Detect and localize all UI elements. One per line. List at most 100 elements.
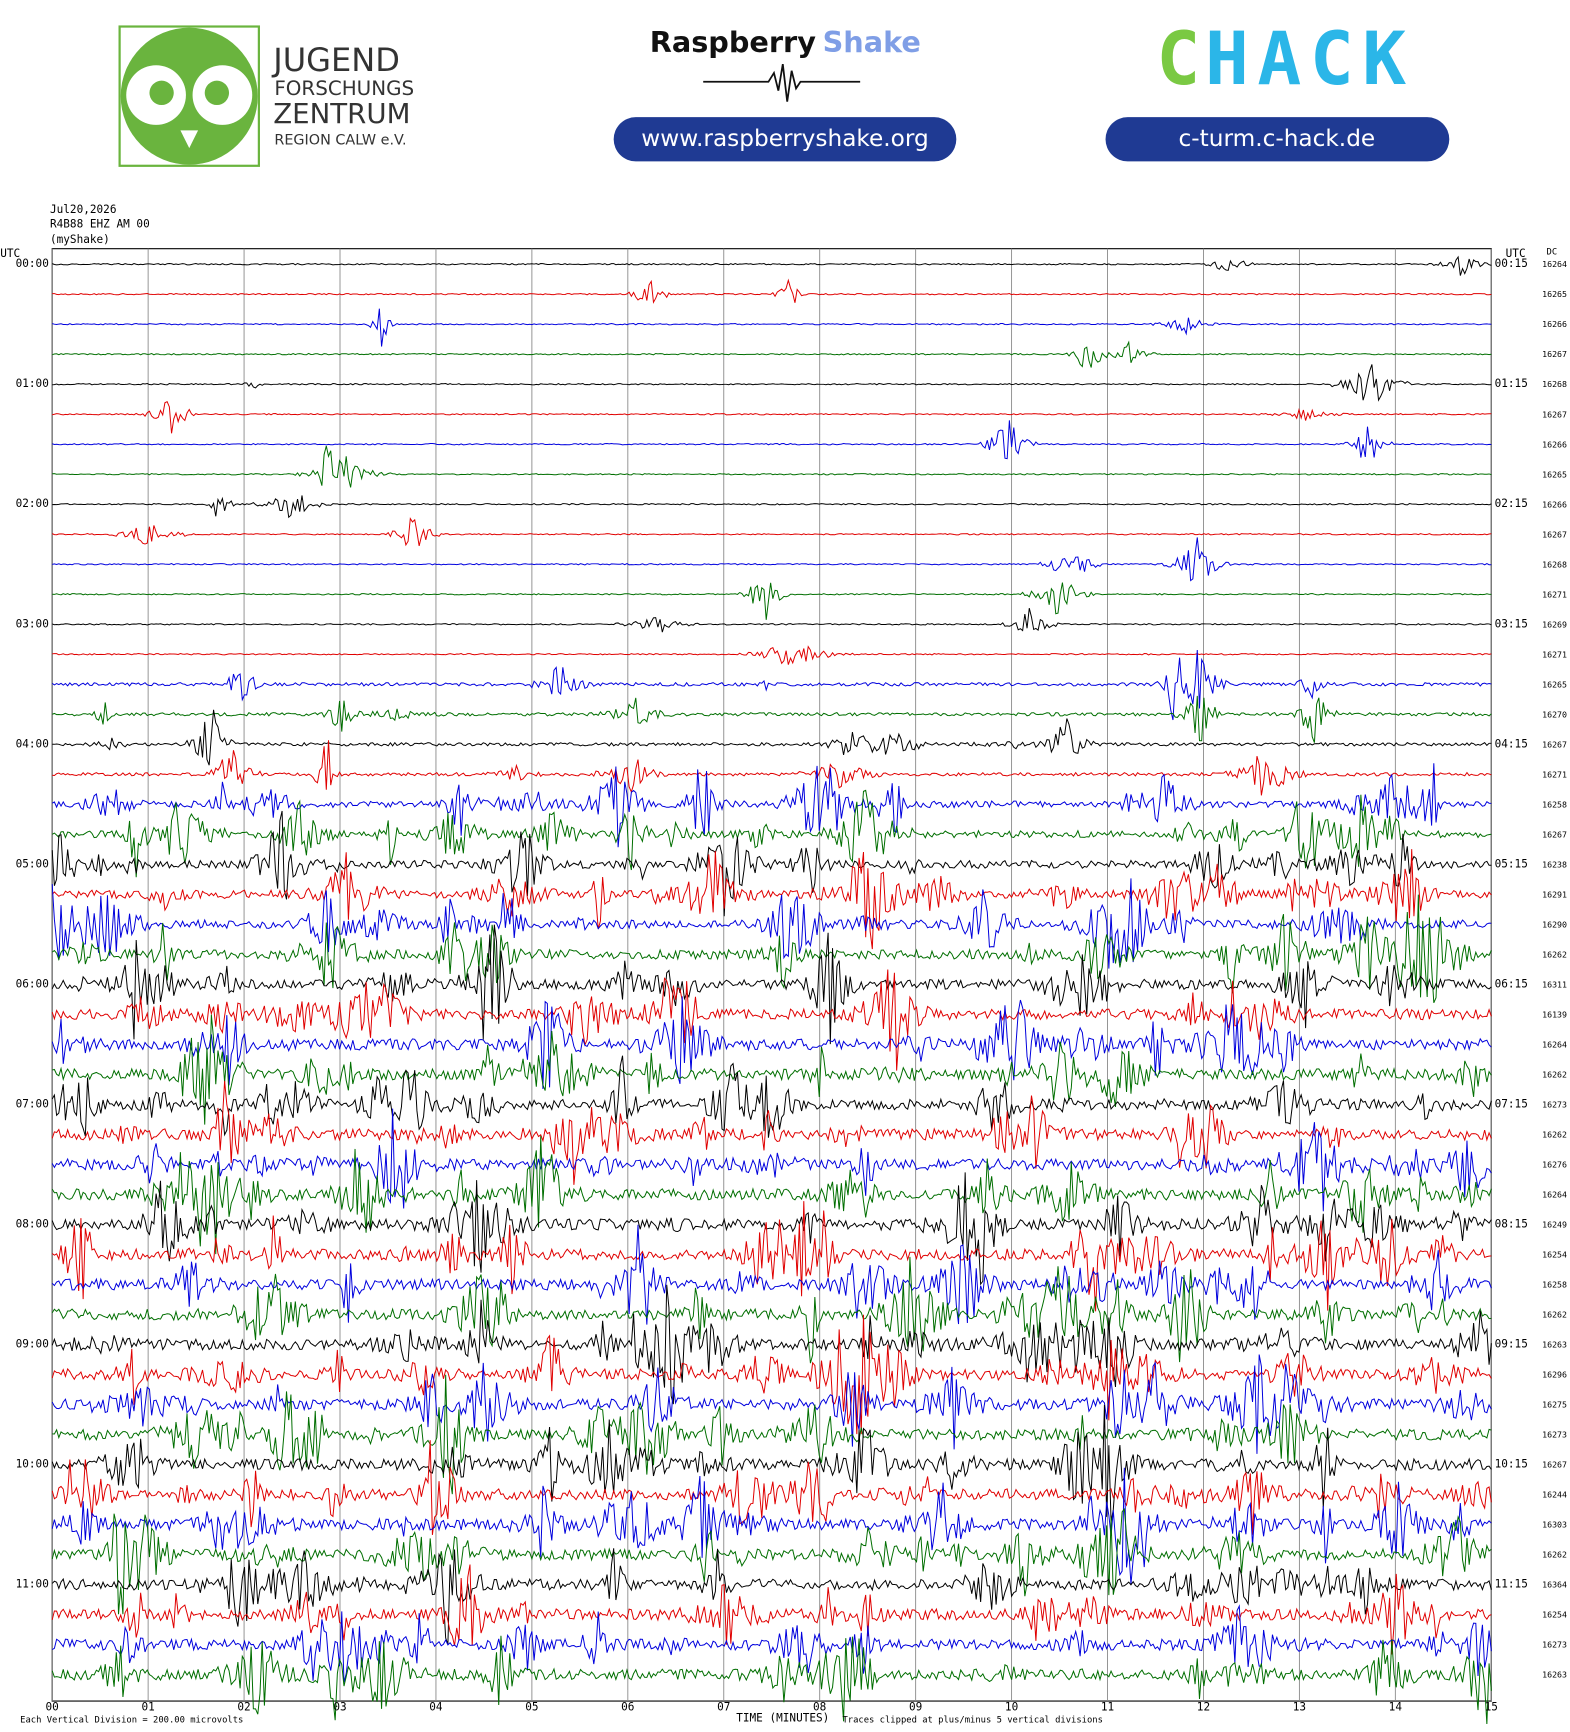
logo-text: HACK — [1205, 17, 1406, 102]
hour-label: 10:00 — [16, 1457, 49, 1470]
dc-value: 16258 — [1542, 799, 1567, 809]
dc-value: 16249 — [1542, 1219, 1567, 1229]
dc-value: 16139 — [1542, 1009, 1567, 1019]
hour-label: 07:15 — [1495, 1097, 1528, 1110]
hour-label: 04:00 — [16, 737, 49, 750]
dc-value: 16275 — [1542, 1400, 1567, 1410]
dc-value: 16271 — [1542, 589, 1567, 599]
x-tick-label: 03 — [333, 1701, 346, 1714]
trace — [51, 1314, 1492, 1435]
dc-value: 16273 — [1542, 1430, 1567, 1440]
hour-label: 00:00 — [16, 257, 49, 270]
logo-text: FORSCHUNGS — [274, 77, 414, 100]
dc-value: 16254 — [1542, 1249, 1567, 1259]
logo-squiggle — [703, 63, 861, 102]
dc-value: 16262 — [1542, 1550, 1567, 1560]
x-tick-label: 14 — [1389, 1701, 1403, 1714]
trace — [51, 1440, 1492, 1535]
dc-value: 16266 — [1542, 319, 1567, 329]
trace — [51, 649, 1492, 721]
trace — [52, 537, 1492, 582]
x-tick-label: 04 — [429, 1701, 443, 1714]
logo-frame — [118, 25, 260, 167]
trace — [52, 364, 1492, 402]
trace — [51, 894, 1492, 1004]
dc-value: 16262 — [1542, 949, 1567, 959]
owl-body — [120, 27, 258, 165]
trace — [52, 495, 1492, 519]
dc-value: 16262 — [1542, 1129, 1567, 1139]
hour-label: 07:00 — [16, 1097, 49, 1110]
jfz-logo: JUGEND FORSCHUNGS ZENTRUM REGION CALW e.… — [118, 25, 414, 167]
trace — [51, 1467, 1492, 1585]
x-axis-title: TIME (MINUTES) — [736, 1712, 829, 1725]
plot-source: (myShake) — [50, 233, 110, 246]
utc-label: UTC — [1506, 247, 1526, 260]
x-tick-label: 15 — [1485, 1701, 1498, 1714]
url-pill — [1105, 117, 1450, 162]
hour-label: 01:00 — [16, 377, 49, 390]
trace — [51, 996, 1492, 1089]
x-tick-label: 05 — [525, 1701, 538, 1714]
hour-label: 08:15 — [1495, 1217, 1528, 1230]
grid — [51, 248, 1492, 1702]
trace — [52, 645, 1492, 665]
dc-value: 16262 — [1542, 1069, 1567, 1079]
dc-value: 16262 — [1542, 1309, 1567, 1319]
x-tick-label: 00 — [46, 1701, 59, 1714]
hour-label: 00:15 — [1495, 257, 1528, 270]
dc-value: 16267 — [1542, 349, 1567, 359]
trace — [51, 1354, 1492, 1454]
hour-label: 03:00 — [16, 617, 49, 630]
plot-date: Jul20,2026 — [50, 203, 117, 216]
hour-label: 02:15 — [1495, 497, 1528, 510]
plot-station: R4B88 EHZ AM 00 — [50, 217, 150, 230]
trace — [51, 1080, 1492, 1185]
dc-value: 16268 — [1542, 559, 1567, 569]
dc-header: DC — [1547, 248, 1558, 258]
url-pill — [613, 117, 957, 162]
logo-text: Raspberry — [650, 25, 817, 59]
trace — [52, 695, 1492, 743]
trace — [51, 1201, 1492, 1312]
trace — [51, 1564, 1492, 1655]
trace — [51, 1507, 1492, 1615]
dc-value: 16267 — [1542, 529, 1567, 539]
hour-label: 11:00 — [16, 1578, 49, 1591]
trace — [52, 709, 1492, 766]
owl-beak — [180, 130, 199, 149]
trace — [51, 1404, 1492, 1522]
dc-value: 16296 — [1542, 1370, 1567, 1380]
utc-label: UTC — [0, 247, 20, 260]
dc-value: 16267 — [1542, 409, 1567, 419]
owl-pupil — [149, 80, 174, 106]
hour-label: 04:15 — [1495, 737, 1528, 750]
trace — [51, 878, 1492, 969]
trace — [52, 582, 1492, 620]
url-text: c-turm.c-hack.de — [1179, 125, 1376, 152]
trace — [51, 763, 1492, 848]
trace — [52, 740, 1492, 796]
trace — [52, 1374, 1492, 1495]
dc-value: 16303 — [1542, 1520, 1567, 1530]
x-tick-label: 09 — [909, 1701, 922, 1714]
trace — [51, 849, 1492, 950]
dc-value: 16290 — [1542, 919, 1567, 929]
hour-label: 06:00 — [16, 977, 49, 990]
dc-value: 16268 — [1542, 379, 1567, 389]
trace — [51, 1135, 1492, 1255]
dc-value: 16271 — [1542, 649, 1567, 659]
hour-label: 11:15 — [1495, 1578, 1528, 1591]
dc-value: 16265 — [1542, 289, 1567, 299]
dc-value: 16267 — [1542, 1460, 1567, 1470]
dc-value: 16270 — [1542, 709, 1567, 719]
trace — [52, 255, 1492, 276]
dc-value: 16254 — [1542, 1610, 1567, 1620]
dc-value: 16264 — [1542, 1189, 1567, 1199]
hour-label: 05:00 — [16, 857, 49, 870]
dc-value: 16273 — [1542, 1640, 1567, 1650]
footnote: Traces clipped at plus/minus 5 vertical … — [842, 1715, 1102, 1725]
x-tick-label: 07 — [717, 1701, 730, 1714]
